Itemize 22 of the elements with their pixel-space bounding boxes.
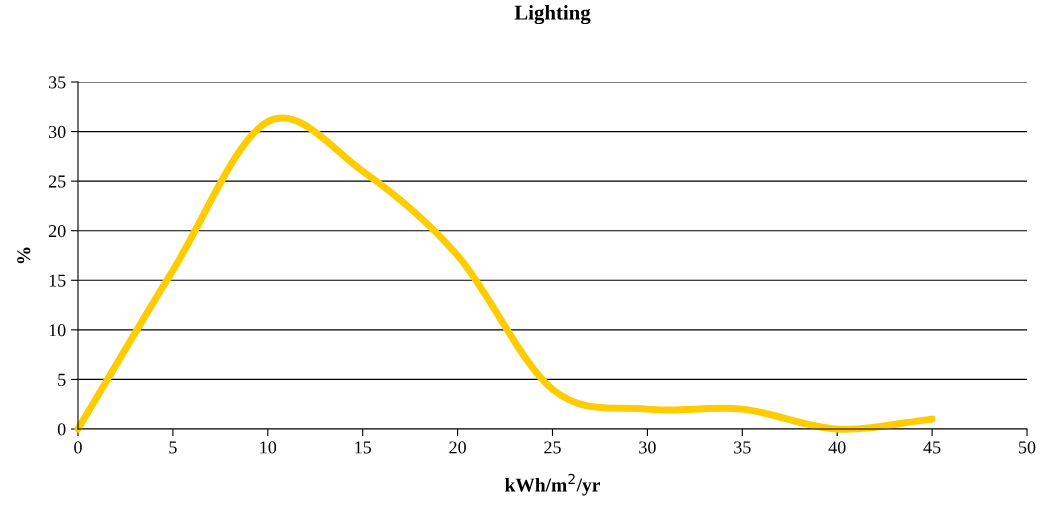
y-tick-label: 15: [49, 274, 66, 287]
x-tick-label: 25: [544, 441, 561, 454]
x-tick-label: 45: [923, 441, 941, 454]
y-tick-label: 5: [58, 373, 66, 386]
y-tick-label: 35: [49, 76, 66, 89]
y-tick-label: 25: [48, 175, 66, 188]
x-tick-label: 20: [449, 441, 466, 454]
y-tick-label: 20: [48, 224, 66, 238]
x-tick-label: 15: [355, 441, 372, 454]
x-tick-label: 50: [1019, 441, 1036, 454]
x-tick-label: 40: [828, 441, 846, 454]
x-tick-label: 10: [260, 441, 277, 454]
x-tick-label: 5: [169, 441, 177, 454]
y-tick-label: 30: [49, 125, 66, 139]
x-tick-label: 0: [74, 441, 82, 454]
chart-title: Lighting: [514, 5, 591, 25]
x-tick-label: 35: [734, 441, 751, 454]
y-tick-label: 0: [57, 423, 66, 436]
y-axis-title: %: [17, 247, 31, 264]
y-tick-label: 10: [49, 324, 66, 337]
x-axis-title: kWh/m$^{2}$/yr: [505, 473, 600, 496]
x-tick-label: 30: [639, 441, 656, 454]
